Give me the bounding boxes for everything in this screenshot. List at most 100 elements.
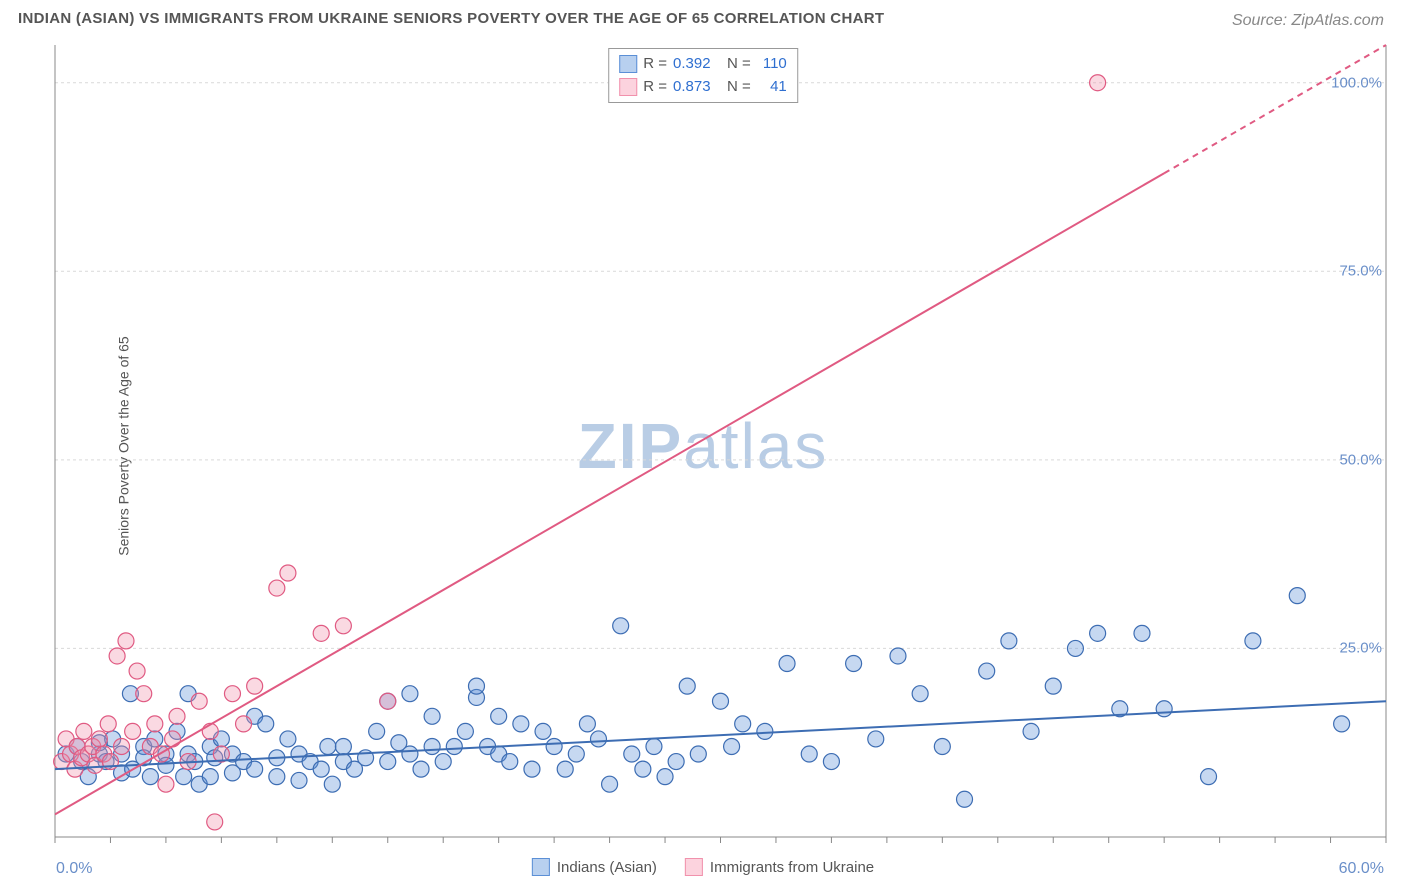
trend-line-dashed — [1164, 45, 1386, 173]
data-point — [1023, 723, 1039, 739]
data-point — [402, 686, 418, 702]
scatter-chart — [0, 0, 1406, 892]
r-label: R = — [643, 53, 667, 76]
legend-swatch — [685, 858, 703, 876]
data-point — [280, 731, 296, 747]
data-point — [125, 723, 141, 739]
data-point — [1289, 588, 1305, 604]
data-point — [380, 754, 396, 770]
data-point — [1090, 625, 1106, 641]
data-point — [502, 754, 518, 770]
data-point — [335, 618, 351, 634]
data-point — [579, 716, 595, 732]
data-point — [207, 814, 223, 830]
data-point — [657, 769, 673, 785]
data-point — [413, 761, 429, 777]
legend-row: R = 0.392 N = 110 — [619, 53, 787, 76]
data-point — [1201, 769, 1217, 785]
data-point — [269, 769, 285, 785]
data-point — [147, 716, 163, 732]
n-label: N = — [727, 53, 751, 76]
data-point — [801, 746, 817, 762]
data-point — [1134, 625, 1150, 641]
data-point — [624, 746, 640, 762]
data-point — [1001, 633, 1017, 649]
data-point — [247, 678, 263, 694]
data-point — [457, 723, 473, 739]
data-point — [202, 769, 218, 785]
data-point — [735, 716, 751, 732]
x-axis-max-label: 60.0% — [1339, 860, 1384, 878]
data-point — [129, 663, 145, 679]
legend-label: Indians (Asian) — [557, 859, 657, 876]
series-legend: Indians (Asian) Immigrants from Ukraine — [532, 858, 874, 876]
data-point — [165, 731, 181, 747]
r-value: 0.392 — [673, 53, 721, 76]
n-value: 110 — [757, 53, 787, 76]
y-tick-label: 25.0% — [1339, 640, 1382, 657]
data-point — [380, 693, 396, 709]
data-point — [535, 723, 551, 739]
legend-swatch — [532, 858, 550, 876]
data-point — [1067, 640, 1083, 656]
data-point — [76, 723, 92, 739]
data-point — [247, 761, 263, 777]
x-axis-min-label: 0.0% — [56, 860, 92, 878]
y-tick-label: 100.0% — [1331, 74, 1382, 91]
data-point — [957, 791, 973, 807]
data-point — [713, 693, 729, 709]
legend-item: Immigrants from Ukraine — [685, 858, 874, 876]
data-point — [868, 731, 884, 747]
data-point — [142, 769, 158, 785]
r-value: 0.873 — [673, 76, 721, 99]
data-point — [635, 761, 651, 777]
r-label: R = — [643, 76, 667, 99]
y-tick-label: 75.0% — [1339, 263, 1382, 280]
data-point — [424, 708, 440, 724]
data-point — [236, 716, 252, 732]
data-point — [912, 686, 928, 702]
data-point — [153, 746, 169, 762]
data-point — [224, 686, 240, 702]
data-point — [979, 663, 995, 679]
data-point — [258, 716, 274, 732]
data-point — [557, 761, 573, 777]
data-point — [424, 738, 440, 754]
data-point — [191, 693, 207, 709]
data-point — [546, 738, 562, 754]
data-point — [690, 746, 706, 762]
legend-row: R = 0.873 N = 41 — [619, 76, 787, 99]
data-point — [468, 678, 484, 694]
data-point — [524, 761, 540, 777]
data-point — [846, 656, 862, 672]
data-point — [158, 776, 174, 792]
data-point — [1156, 701, 1172, 717]
data-point — [313, 761, 329, 777]
legend-item: Indians (Asian) — [532, 858, 657, 876]
data-point — [1245, 633, 1261, 649]
data-point — [446, 738, 462, 754]
data-point — [613, 618, 629, 634]
data-point — [335, 738, 351, 754]
trend-line — [55, 173, 1164, 814]
data-point — [109, 648, 125, 664]
data-point — [169, 708, 185, 724]
data-point — [114, 738, 130, 754]
data-point — [823, 754, 839, 770]
n-value: 41 — [757, 76, 787, 99]
data-point — [320, 738, 336, 754]
data-point — [280, 565, 296, 581]
data-point — [291, 772, 307, 788]
correlation-legend: R = 0.392 N = 110 R = 0.873 N = 41 — [608, 48, 798, 103]
data-point — [590, 731, 606, 747]
data-point — [724, 738, 740, 754]
data-point — [668, 754, 684, 770]
legend-swatch — [619, 55, 637, 73]
y-tick-label: 50.0% — [1339, 451, 1382, 468]
data-point — [602, 776, 618, 792]
n-label: N = — [727, 76, 751, 99]
data-point — [402, 746, 418, 762]
legend-label: Immigrants from Ukraine — [710, 859, 874, 876]
data-point — [1045, 678, 1061, 694]
data-point — [890, 648, 906, 664]
